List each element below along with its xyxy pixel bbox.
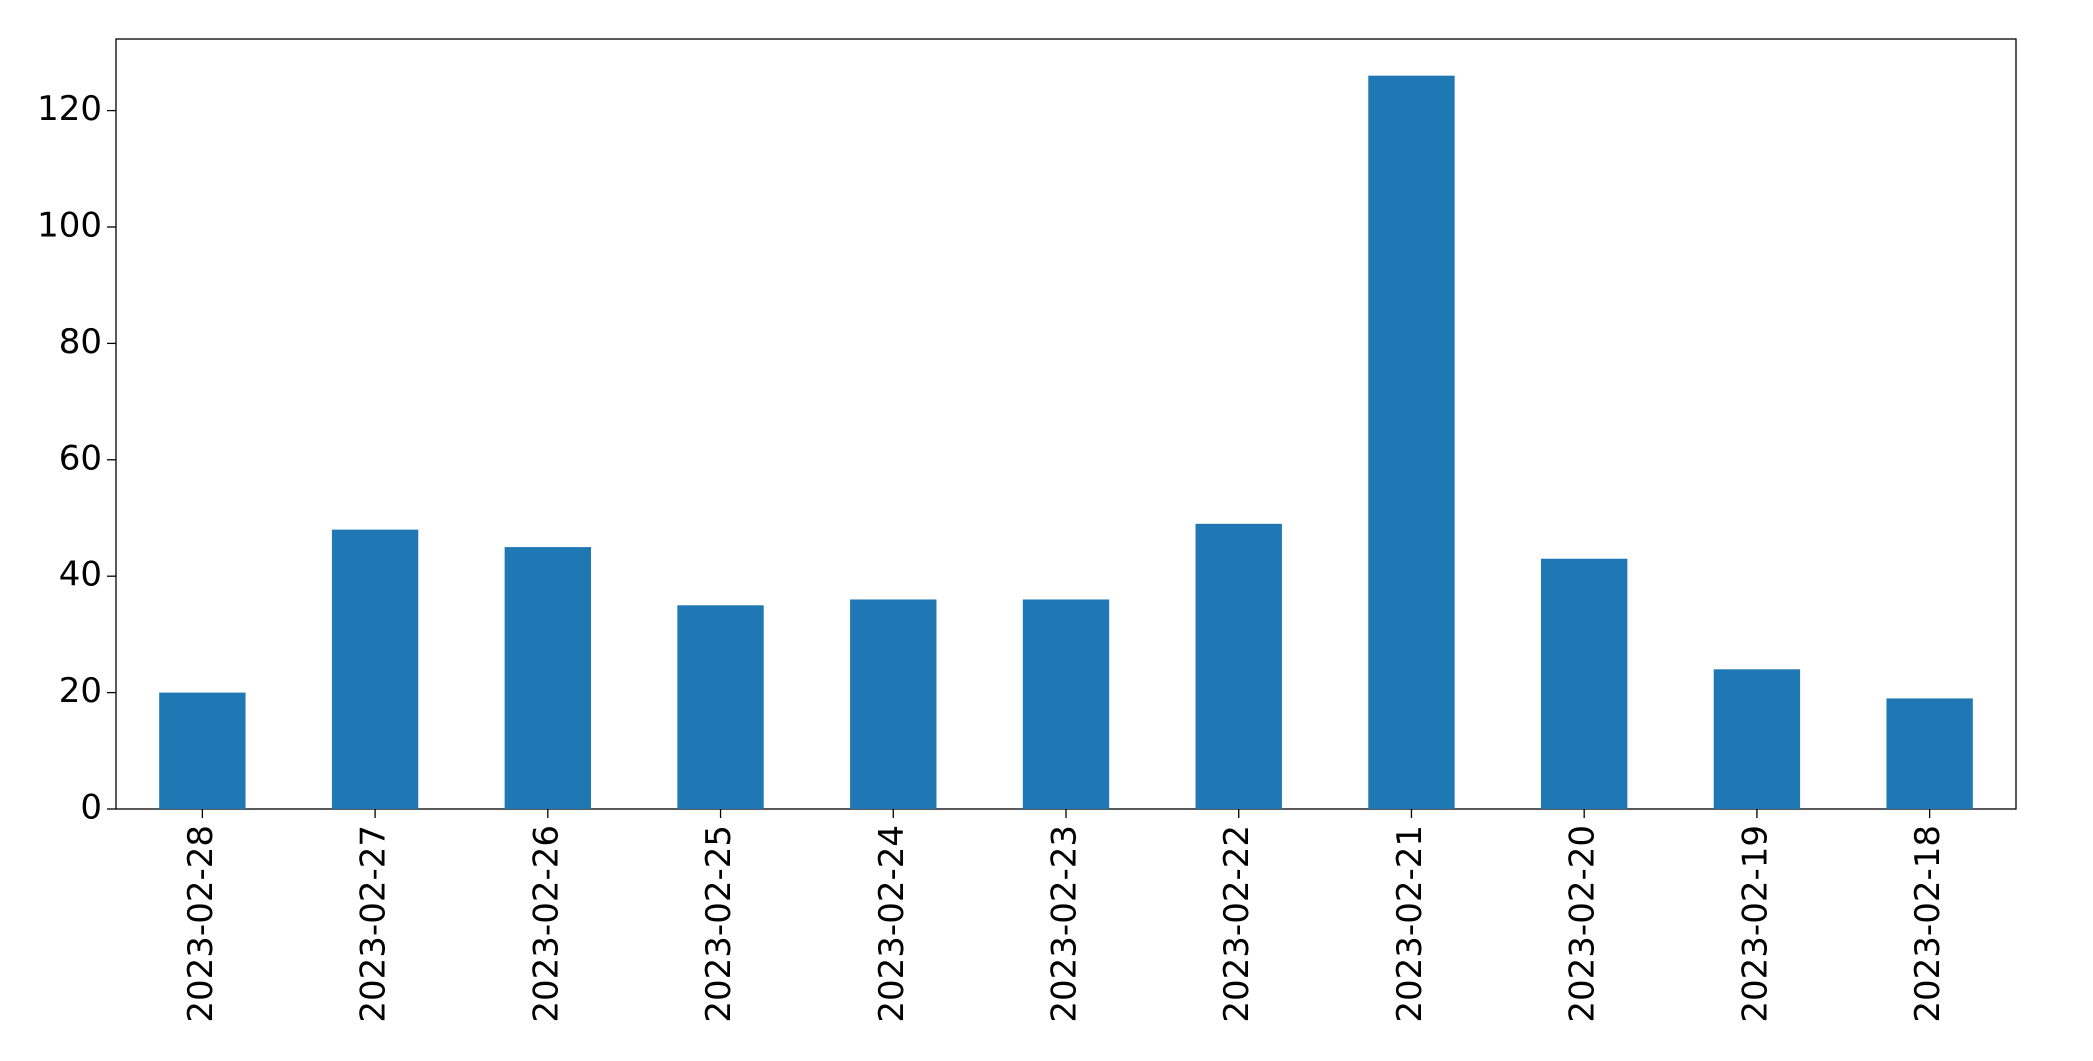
x-tick-label: 2023-02-28 <box>181 825 221 1023</box>
bar <box>1541 558 1628 809</box>
bar <box>677 605 764 809</box>
bar <box>1886 698 1973 809</box>
y-tick-label: 60 <box>59 438 102 478</box>
y-tick-label: 80 <box>59 322 102 362</box>
bar <box>1368 75 1455 809</box>
x-tick-label: 2023-02-18 <box>1908 825 1948 1023</box>
x-tick-label: 2023-02-19 <box>1735 825 1775 1023</box>
x-tick-label: 2023-02-20 <box>1563 825 1603 1023</box>
bar <box>1713 669 1801 809</box>
x-tick-label: 2023-02-24 <box>872 825 912 1023</box>
bar <box>331 529 419 809</box>
bar <box>850 599 937 809</box>
y-tick-label: 0 <box>80 788 102 828</box>
bar <box>159 692 246 809</box>
y-tick-label: 20 <box>59 671 102 711</box>
x-tick-label: 2023-02-26 <box>526 825 566 1023</box>
x-tick-label: 2023-02-21 <box>1390 825 1430 1023</box>
bar <box>1022 599 1110 809</box>
x-tick-label: 2023-02-22 <box>1217 825 1257 1023</box>
bar <box>504 547 591 809</box>
x-tick-label: 2023-02-23 <box>1045 825 1085 1023</box>
y-tick-label: 100 <box>37 205 102 245</box>
bar <box>1195 523 1282 809</box>
x-tick-label: 2023-02-27 <box>354 825 394 1023</box>
y-tick-label: 40 <box>59 555 102 595</box>
x-tick-label: 2023-02-25 <box>699 825 739 1023</box>
y-tick-label: 120 <box>37 89 102 129</box>
